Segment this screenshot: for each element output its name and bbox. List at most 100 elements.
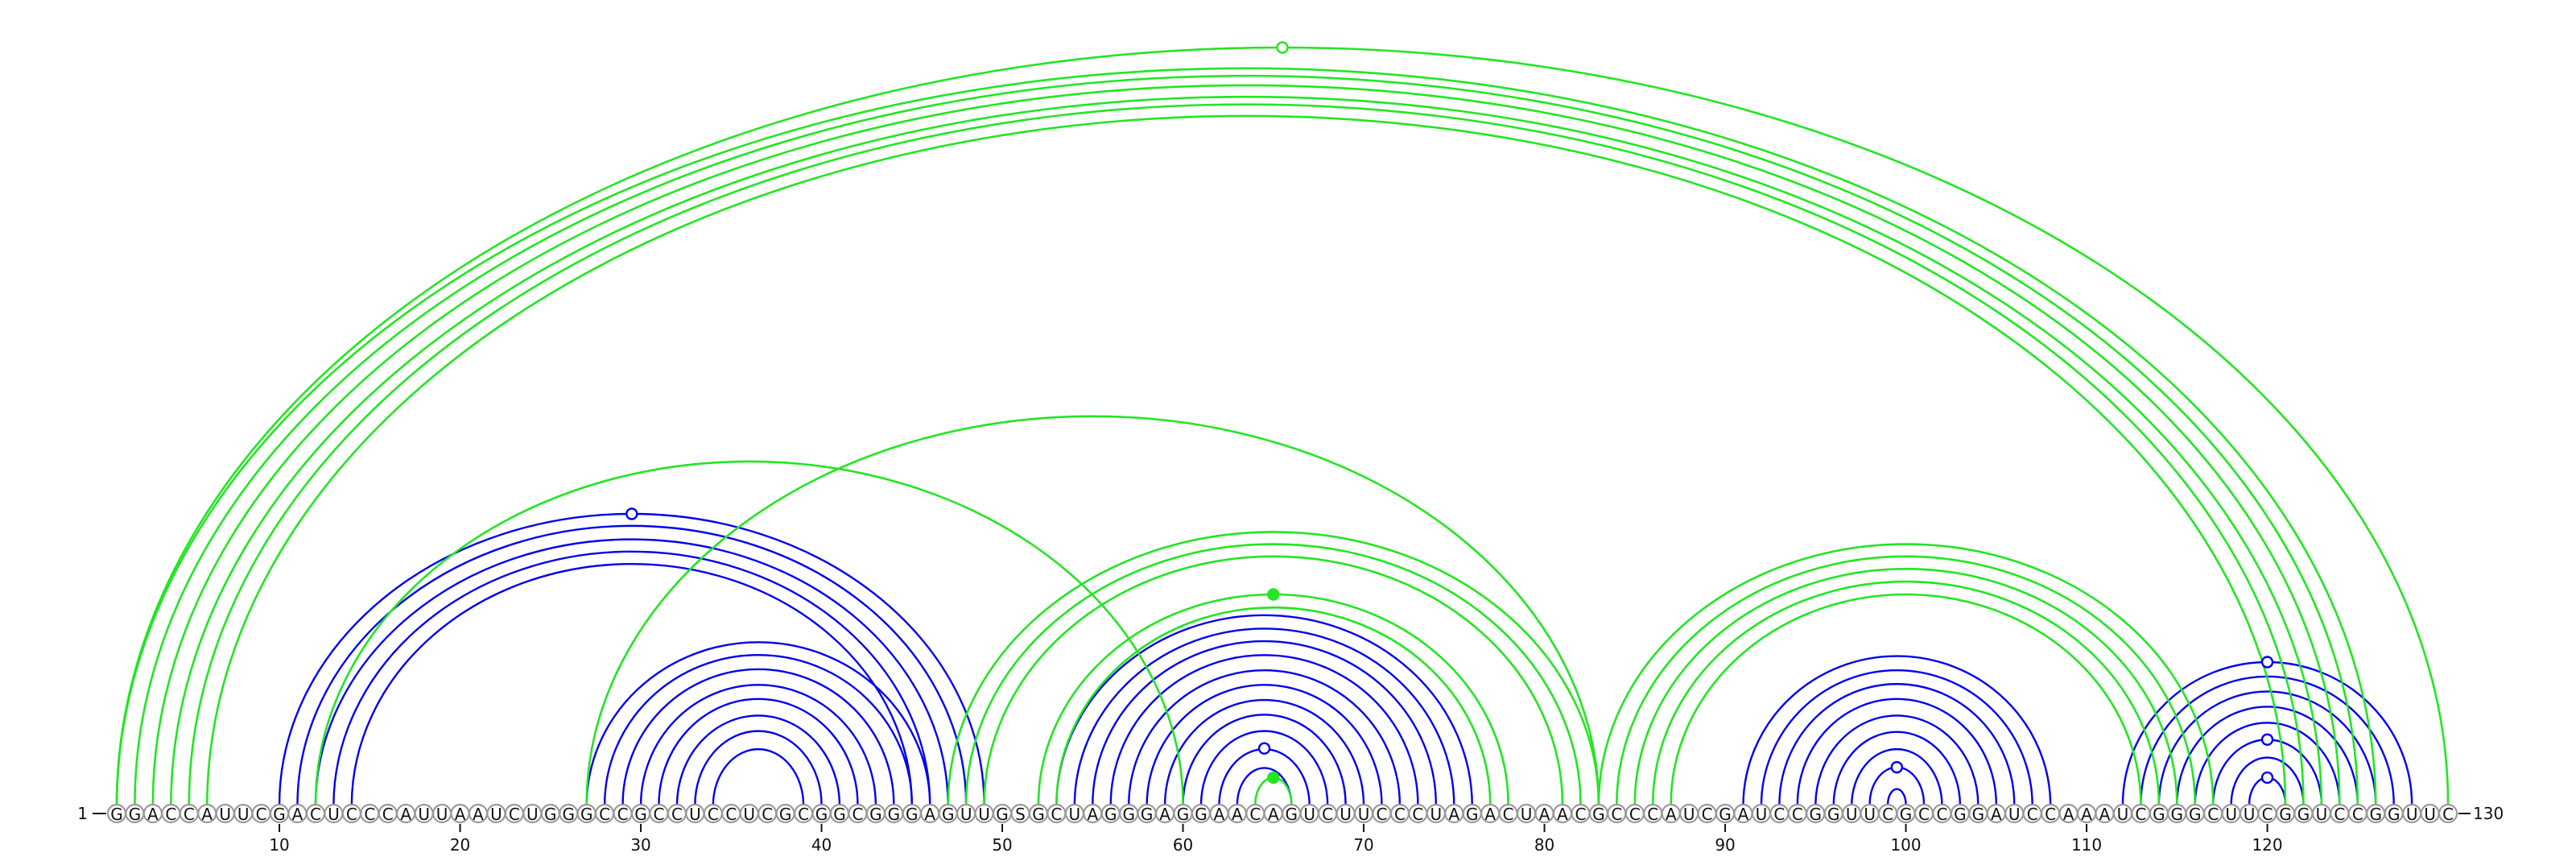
- nucleotide-91: A: [1733, 803, 1753, 824]
- nucleotide-letter: U: [2117, 805, 2129, 824]
- nucleotide-115: G: [2167, 803, 2187, 824]
- nucleotide-letter: U: [1069, 805, 1081, 824]
- nucleotide-letter: A: [1557, 805, 1568, 824]
- tick-label: 30: [630, 835, 650, 855]
- nucleotide-49: U: [974, 803, 994, 824]
- arc-green-83-117: [1597, 543, 2215, 805]
- tick-80: 80: [1534, 824, 1554, 855]
- nucleotide-105: A: [1986, 803, 2006, 824]
- nucleotide-33: U: [685, 803, 705, 824]
- nucleotide-26: G: [559, 803, 579, 824]
- nucleotide-20: A: [450, 803, 470, 824]
- nucleotide-130: C: [2438, 803, 2458, 824]
- nucleotide-letter: C: [1882, 805, 1893, 824]
- nucleotide-123: U: [2311, 803, 2331, 824]
- arc-blue-54-75: [1073, 627, 1455, 805]
- nucleotide-letter: G: [544, 805, 557, 824]
- nucleotide-letter: U: [1358, 805, 1370, 824]
- arc-blue-95-104: [1814, 714, 1979, 805]
- arc-green-87-113: [1670, 593, 2142, 805]
- arcs-layer: [115, 46, 2450, 805]
- nucleotide-92: U: [1751, 803, 1772, 824]
- tick-label: 80: [1534, 835, 1554, 855]
- nucleotide-102: C: [1932, 803, 1952, 824]
- nucleotide-letter: C: [1647, 805, 1658, 824]
- nucleotide-86: C: [1643, 803, 1663, 824]
- nucleotide-letter: G: [2279, 805, 2292, 824]
- arc-blue-59-70: [1163, 698, 1365, 805]
- tick-30: 30: [630, 824, 651, 855]
- nucleotide-44: G: [884, 803, 904, 824]
- arc-blue-32-41: [675, 714, 841, 805]
- nucleotide-18: U: [414, 803, 434, 824]
- nucleotide-104: G: [1968, 803, 1988, 824]
- nucleotide-126: G: [2366, 803, 2386, 824]
- sequence-backbone: 1 130: [77, 804, 2504, 823]
- apex-marker-98-101: [1890, 760, 1904, 774]
- nucleotide-letter: G: [1972, 805, 1985, 824]
- apex-marker-62-67: [1257, 742, 1271, 755]
- nucleotide-letter: C: [509, 805, 520, 824]
- nucleotide-55: A: [1083, 803, 1103, 824]
- nucleotide-letter: C: [1629, 805, 1641, 824]
- nucleotide-41: G: [829, 803, 850, 824]
- nucleotide-103: G: [1950, 803, 1970, 824]
- nucleotide-letter: U: [490, 805, 502, 824]
- nucleotide-9: C: [251, 803, 271, 824]
- nucleotide-40: G: [811, 803, 832, 824]
- arc-green-86-114: [1651, 580, 2161, 805]
- nucleotide-letter: C: [2027, 805, 2038, 824]
- arc-green-85-115: [1633, 568, 2178, 805]
- tick-40: 40: [811, 824, 832, 855]
- nucleotide-letter: G: [2153, 805, 2165, 824]
- tick-120: 120: [2252, 824, 2283, 855]
- nucleotide-letter: C: [1792, 805, 1803, 824]
- nucleotide-28: C: [595, 803, 615, 824]
- arc-green-1-126: [115, 67, 2377, 805]
- arc-blue-96-103: [1832, 731, 1962, 805]
- nucleotide-letter: C: [599, 805, 610, 824]
- nucleotide-65: A: [1263, 803, 1283, 824]
- nucleotide-letter: G: [779, 805, 792, 824]
- nucleotide-letter: U: [1683, 805, 1695, 824]
- nucleotide-letter: U: [689, 805, 701, 824]
- nucleotide-letter: G: [1810, 805, 1823, 824]
- tick-label: 60: [1173, 835, 1193, 855]
- arc-green-47-83: [947, 531, 1600, 805]
- nucleotide-letter: G: [942, 805, 955, 824]
- nucleotide-letter: U: [1756, 805, 1768, 824]
- nucleotide-100: G: [1896, 803, 1916, 824]
- nucleotide-89: C: [1697, 803, 1717, 824]
- nucleotide-53: C: [1046, 803, 1067, 824]
- nucleotide-letter: G: [2189, 805, 2202, 824]
- arc-blue-33-40: [694, 730, 823, 805]
- position-ticks: 10 20 30 40 50 60 70 80 90 100 110 120: [269, 824, 2283, 855]
- nucleotide-84: C: [1607, 803, 1627, 824]
- nucleotide-2: G: [125, 803, 145, 824]
- arc-blue-61-68: [1199, 730, 1329, 805]
- nucleotide-letter: C: [1412, 805, 1423, 824]
- nucleotide-letter: A: [1991, 805, 2002, 824]
- nucleotide-99: C: [1878, 803, 1898, 824]
- nucleotide-52: G: [1028, 803, 1049, 824]
- nucleotide-letter: C: [184, 805, 195, 824]
- arc-green-48-82: [964, 543, 1582, 805]
- nucleotide-13: U: [324, 803, 344, 824]
- arc-blue-94-105: [1796, 698, 1997, 805]
- nucleotide-82: C: [1571, 803, 1591, 824]
- nucleotide-67: U: [1299, 803, 1319, 824]
- nucleotide-letter: G: [996, 805, 1009, 824]
- nucleotide-letter: U: [1521, 805, 1533, 824]
- nucleotide-98: U: [1860, 803, 1880, 824]
- arc-green-27-83: [585, 415, 1600, 805]
- nucleotide-37: C: [758, 803, 778, 824]
- nucleotide-letter: G: [2370, 805, 2383, 824]
- nucleotide-45: G: [902, 803, 922, 824]
- nucleotide-121: G: [2275, 803, 2296, 824]
- tick-label: 20: [450, 835, 470, 855]
- nucleotide-42: C: [848, 803, 868, 824]
- nucleotide-58: G: [1137, 803, 1157, 824]
- nucleotide-24: U: [522, 803, 543, 824]
- nucleotide-letter: G: [1466, 805, 1479, 824]
- nucleotide-letter: A: [292, 805, 303, 824]
